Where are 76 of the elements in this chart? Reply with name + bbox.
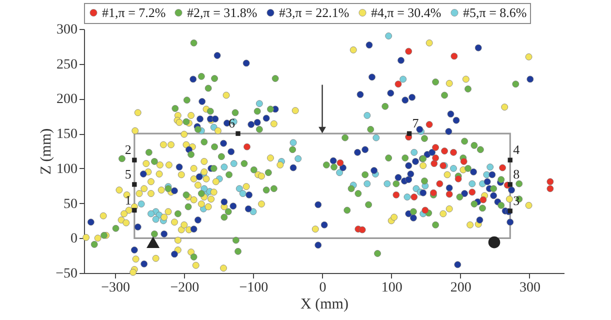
point	[358, 226, 366, 234]
y-axis-title: Z (mm)	[38, 128, 55, 175]
legend-label: #2,π = 31.8%	[187, 4, 258, 20]
annotation: 8	[513, 166, 520, 182]
point	[426, 121, 433, 128]
point	[432, 154, 439, 162]
x-tick-label: 200	[450, 280, 472, 296]
annotation: 3	[513, 192, 520, 208]
legend-label: #5,π = 8.6%	[463, 4, 527, 20]
y-tick-label: 250	[56, 57, 78, 72]
point	[436, 180, 444, 188]
point	[220, 164, 228, 170]
point	[148, 210, 154, 218]
y-tick-label: 100	[56, 162, 78, 177]
point	[468, 188, 476, 196]
y-tick-label: −50	[56, 266, 78, 282]
point	[468, 180, 476, 188]
y-tick-label: 200	[56, 92, 78, 108]
point	[364, 112, 371, 119]
point	[430, 160, 438, 167]
x-tick-label: 0	[319, 280, 326, 296]
point	[546, 185, 554, 192]
point	[546, 178, 554, 186]
annotation: 7	[412, 116, 420, 131]
point	[392, 191, 400, 198]
legend-label: #1,π = 7.2%	[102, 4, 166, 20]
point	[460, 158, 468, 165]
point	[432, 144, 439, 151]
point	[410, 148, 418, 156]
point	[384, 180, 391, 188]
annotation: 4	[513, 142, 520, 158]
y-tick-label: 50	[64, 196, 78, 212]
point	[256, 100, 263, 108]
annotation: 2	[124, 142, 132, 158]
x-tick-label: −300	[101, 280, 130, 296]
point	[446, 190, 453, 198]
x-tick-label: −100	[239, 280, 268, 296]
point	[441, 148, 448, 154]
point	[499, 164, 506, 172]
y-tick-label: 150	[56, 127, 78, 142]
legend-label: #4,π = 30.4%	[371, 4, 442, 20]
point	[294, 155, 302, 162]
point	[364, 180, 371, 188]
annotation: 5	[124, 166, 132, 182]
point	[400, 76, 407, 83]
point	[405, 48, 412, 55]
legend-label: #3,π = 22.1%	[279, 4, 350, 20]
point	[336, 169, 343, 176]
point	[236, 185, 243, 192]
point	[454, 175, 462, 182]
y-tick-label: 300	[56, 22, 78, 38]
y-tick-label: 0	[70, 232, 78, 247]
point	[200, 185, 208, 192]
point	[422, 206, 429, 214]
point	[450, 52, 458, 60]
point	[450, 148, 457, 156]
point	[239, 190, 246, 197]
point	[138, 200, 145, 208]
point	[244, 143, 250, 150]
point	[394, 80, 402, 88]
point	[152, 216, 160, 223]
point	[480, 196, 487, 204]
x-tick-label: 100	[381, 280, 402, 296]
point	[372, 134, 380, 142]
point	[250, 208, 257, 216]
x-tick-label: 300	[519, 280, 540, 296]
x-axis-title: X (mm)	[300, 296, 348, 312]
point	[385, 32, 392, 40]
point	[410, 194, 418, 200]
point	[230, 160, 238, 167]
point	[290, 139, 297, 146]
x-tick-label: −200	[170, 280, 200, 296]
point	[486, 164, 494, 170]
point	[450, 164, 457, 172]
point	[336, 159, 344, 166]
point	[404, 194, 411, 200]
